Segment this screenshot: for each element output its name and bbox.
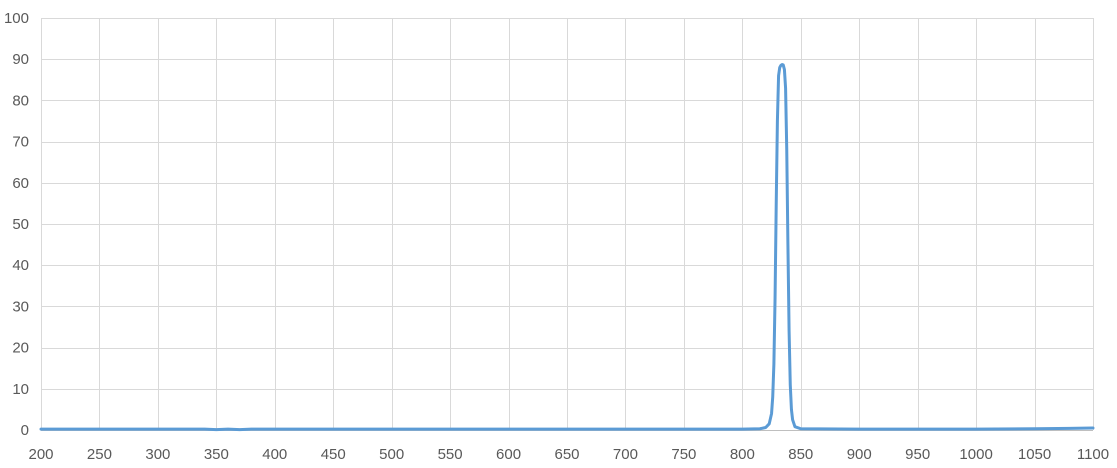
- x-tick-label: 550: [438, 446, 463, 463]
- grid-layer: [41, 18, 1094, 431]
- x-tick-label: 800: [730, 446, 755, 463]
- x-tick-label: 400: [262, 446, 287, 463]
- y-tick-label: 20: [12, 340, 29, 357]
- x-tick-label: 1050: [1018, 446, 1051, 463]
- y-tick-label: 70: [12, 134, 29, 151]
- x-tick-label: 250: [87, 446, 112, 463]
- y-tick-label: 40: [12, 257, 29, 274]
- x-tick-label: 300: [145, 446, 170, 463]
- x-tick-label: 1000: [959, 446, 992, 463]
- x-tick-label: 500: [379, 446, 404, 463]
- x-tick-label: 1100: [1077, 446, 1109, 463]
- x-tick-label: 850: [788, 446, 813, 463]
- y-axis-tick-labels: 0 10 20 30 40 50 60 70 80 90 100: [4, 10, 29, 439]
- x-tick-label: 900: [847, 446, 872, 463]
- x-tick-label: 700: [613, 446, 638, 463]
- y-tick-label: 10: [12, 381, 29, 398]
- series-layer: [39, 63, 1095, 432]
- x-tick-label: 650: [554, 446, 579, 463]
- x-tick-label: 750: [671, 446, 696, 463]
- x-tick-label: 200: [28, 446, 53, 463]
- y-tick-label: 60: [12, 175, 29, 192]
- x-tick-label: 450: [321, 446, 346, 463]
- y-tick-label: 0: [21, 422, 29, 439]
- y-tick-label: 100: [4, 10, 29, 27]
- series-line-0: [39, 63, 1095, 432]
- y-tick-label: 90: [12, 51, 29, 68]
- y-tick-label: 80: [12, 92, 29, 109]
- x-tick-label: 950: [905, 446, 930, 463]
- y-tick-label: 30: [12, 298, 29, 315]
- x-tick-label: 350: [204, 446, 229, 463]
- y-tick-label: 50: [12, 216, 29, 233]
- x-axis-tick-labels: 200 250 300 350 400 450 500 550 600 650 700 750 800 8…: [28, 446, 1109, 463]
- x-tick-label: 600: [496, 446, 521, 463]
